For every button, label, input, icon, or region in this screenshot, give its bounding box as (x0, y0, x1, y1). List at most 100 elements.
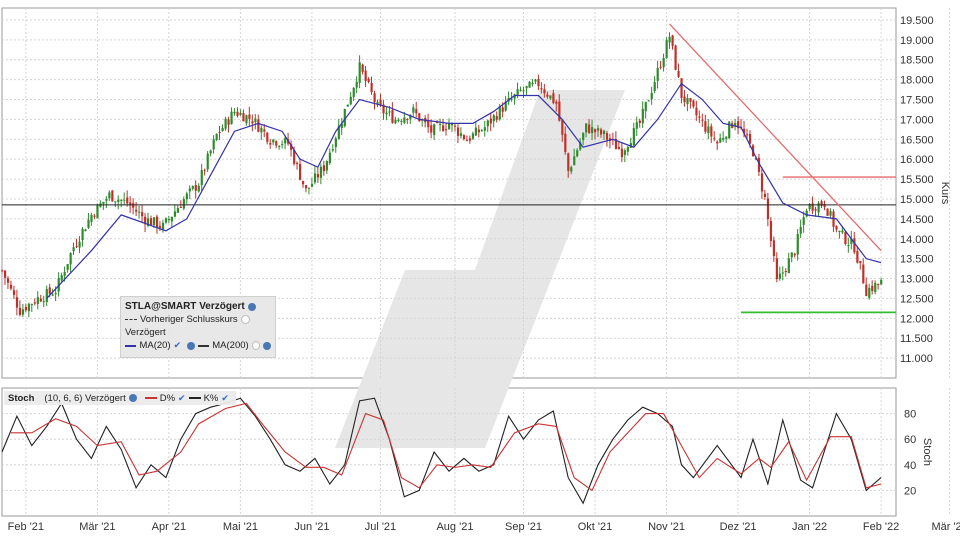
check-icon[interactable]: ✔ (221, 392, 229, 403)
candle-body (51, 294, 54, 296)
candle-body (704, 121, 707, 132)
stoch-y-tick-label: 80 (904, 409, 916, 421)
x-tick-label: Apr '21 (152, 521, 187, 533)
candle-body (433, 124, 436, 135)
candle-body (84, 229, 87, 232)
candle-body (81, 228, 84, 241)
candle-body (352, 87, 355, 97)
candle-body (617, 147, 621, 150)
candle-body (796, 233, 799, 255)
candle-body (757, 157, 761, 172)
visibility-toggle-icon[interactable] (240, 315, 250, 324)
candle-body (406, 118, 409, 120)
candle-body (87, 219, 90, 228)
candle-body (209, 150, 212, 154)
candle-body (69, 252, 72, 265)
candle-body (775, 258, 778, 280)
candle-body (692, 100, 695, 107)
candle-body (442, 125, 445, 131)
check-icon[interactable]: ✔ (173, 340, 182, 350)
legend-k: K% (203, 392, 219, 404)
candle-body (707, 126, 710, 134)
candle-body (135, 209, 138, 212)
candle-body (200, 170, 203, 186)
candle-body (75, 245, 78, 247)
stoch-y-tick-label: 40 (904, 460, 916, 472)
globe-icon[interactable] (263, 341, 272, 350)
candle-body (561, 119, 564, 135)
price-y-tick-label: 13.500 (900, 254, 934, 266)
candle-body (766, 198, 770, 219)
candle-body (588, 124, 591, 134)
candle-body (853, 238, 856, 253)
candle-body (743, 128, 746, 134)
visibility-toggle-icon[interactable] (251, 341, 261, 350)
candle-body (123, 199, 126, 201)
x-tick-label: Okt '21 (578, 521, 613, 533)
candle-body (504, 101, 507, 111)
candle-body (522, 90, 525, 92)
candle-body (230, 111, 233, 125)
globe-icon[interactable] (247, 302, 256, 311)
candle-body (215, 133, 218, 140)
candle-body (510, 98, 513, 100)
candle-body (379, 99, 382, 106)
candle-body (340, 123, 343, 129)
candle-body (850, 238, 853, 244)
candle-body (278, 145, 281, 147)
candle-body (445, 129, 448, 131)
globe-icon[interactable] (187, 341, 195, 350)
candle-body (111, 190, 114, 202)
candle-body (585, 123, 588, 133)
candle-body (787, 258, 790, 274)
candle-body (811, 203, 814, 211)
candle-body (689, 98, 692, 102)
candle-body (829, 211, 832, 216)
stoch-axis-title: Stoch (921, 438, 933, 466)
candle-body (150, 218, 153, 226)
candle-body (734, 123, 737, 127)
candle-body (251, 121, 254, 124)
candle-body (236, 111, 239, 116)
candles-group (1, 32, 883, 318)
candle-body (400, 120, 403, 122)
candle-body (170, 216, 174, 222)
candle-body (462, 135, 466, 140)
x-tick-label: Aug '21 (436, 521, 473, 533)
candle-body (18, 307, 22, 315)
candle-body (439, 123, 442, 125)
candle-body (576, 150, 579, 157)
candle-body (63, 271, 66, 276)
candle-body (808, 203, 811, 210)
candle-body (668, 36, 671, 43)
candle-body (147, 218, 150, 226)
candle-body (683, 96, 686, 103)
candle-body (686, 97, 689, 105)
candle-body (874, 282, 877, 292)
candle-body (778, 273, 781, 279)
price-y-tick-label: 17.500 (900, 95, 934, 107)
candle-body (760, 173, 764, 192)
globe-icon[interactable] (128, 394, 137, 402)
price-legend[interactable]: STLA@SMART Verzögert Vorheriger Schlussk… (120, 296, 276, 358)
candle-body (471, 133, 475, 139)
candle-body (737, 121, 740, 129)
candle-body (212, 139, 215, 150)
check-icon[interactable]: ✔ (178, 392, 186, 403)
candle-body (367, 79, 370, 82)
candle-body (224, 118, 227, 129)
candle-body (573, 156, 576, 166)
candle-body (453, 125, 457, 127)
candle-body (501, 107, 504, 112)
candle-body (814, 209, 817, 211)
candle-body (591, 127, 594, 134)
candle-body (108, 192, 111, 199)
candle-body (409, 114, 412, 120)
candle-body (6, 278, 10, 283)
stoch-legend[interactable]: Stoch (10, 6, 6) Verzögert D% ✔ K% ✔ (4, 391, 236, 405)
candle-body (370, 82, 373, 93)
candle-body (1, 270, 4, 272)
candle-body (802, 217, 805, 225)
candle-body (301, 180, 305, 185)
price-y-tick-label: 15.500 (900, 174, 934, 186)
